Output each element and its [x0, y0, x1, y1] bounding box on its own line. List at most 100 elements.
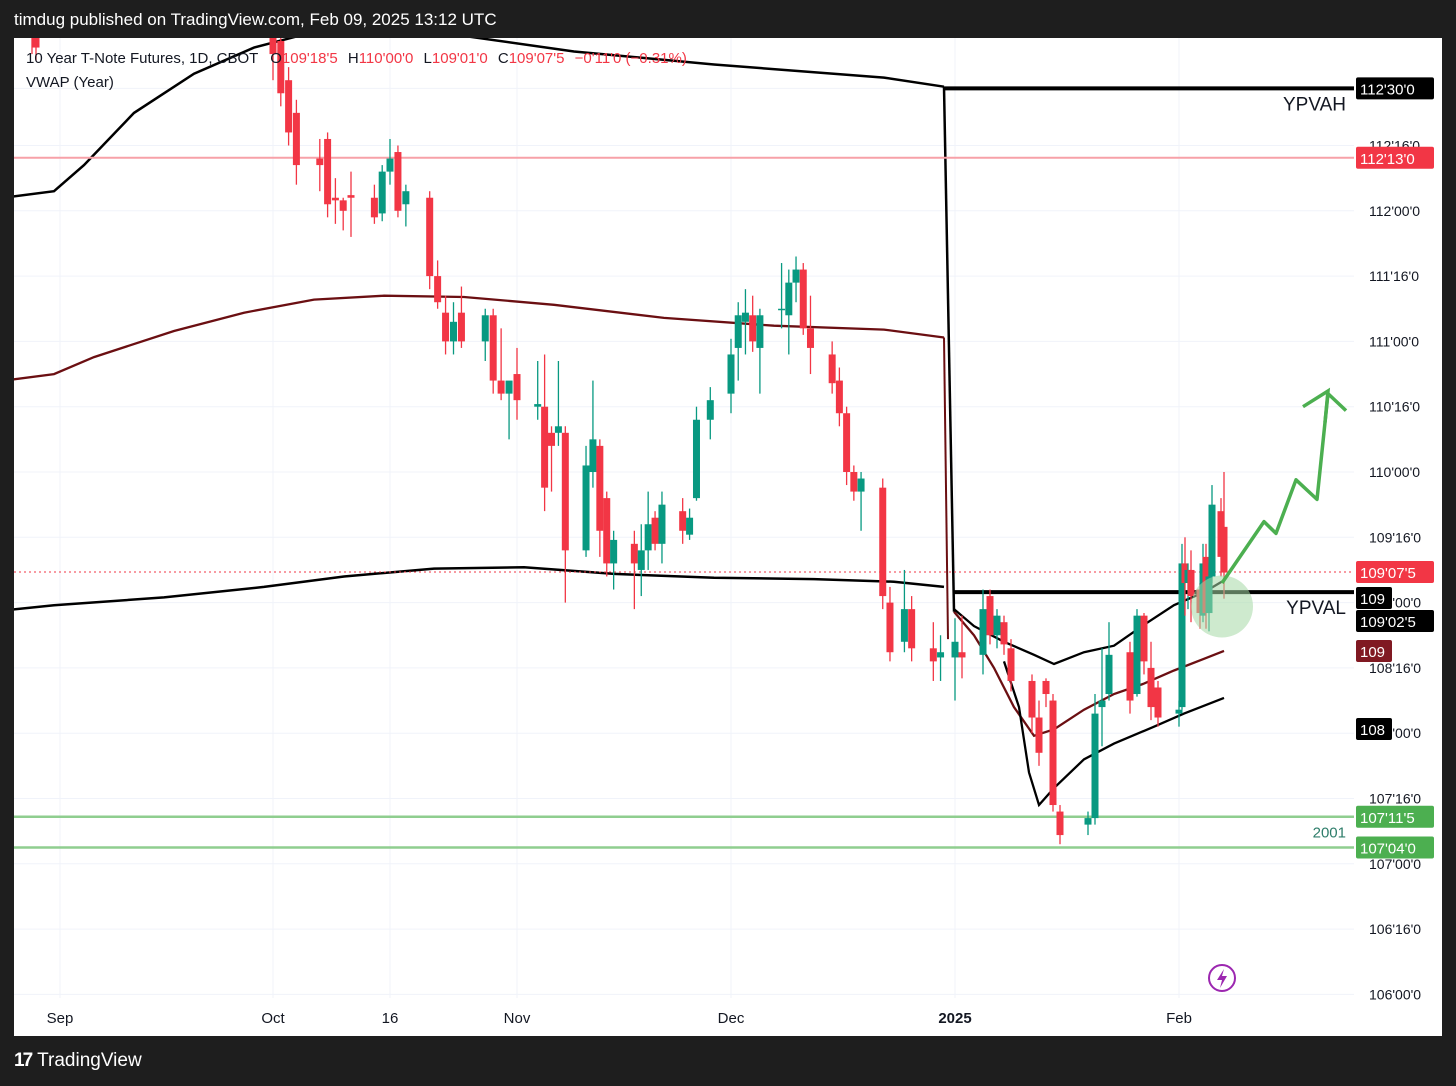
price-label-bg [1356, 718, 1392, 740]
candle [679, 498, 687, 544]
candle-body [292, 112, 300, 166]
candle [937, 635, 945, 681]
candle-body [1147, 667, 1155, 708]
legend-h-label: H [347, 50, 359, 67]
price-chart[interactable]: 112'30'0112'16'0112'00'0111'16'0111'00'0… [14, 38, 1442, 1036]
candle [378, 165, 386, 222]
ypvah-drop-line [942, 86, 956, 612]
candle [386, 138, 394, 185]
candle-body [603, 498, 611, 564]
candle-body [1178, 563, 1186, 708]
candle [749, 295, 757, 352]
candle-body [835, 380, 843, 414]
candle [1133, 609, 1141, 697]
candle-body [706, 400, 714, 420]
price-label: 109 [1356, 640, 1392, 662]
candle-body [277, 41, 285, 94]
candle-body [1049, 700, 1057, 806]
candle-body [644, 524, 652, 551]
candle-body [324, 138, 332, 205]
candle [1126, 641, 1134, 714]
x-tick-label: Feb [1166, 1010, 1192, 1027]
candle [285, 67, 293, 146]
level-label-2001: 2001 [1313, 824, 1346, 841]
candle-body [434, 276, 442, 303]
candle [886, 586, 894, 662]
candle-body [778, 308, 786, 311]
price-label-bg [1356, 836, 1434, 859]
candle [857, 472, 865, 531]
candle-body [886, 602, 894, 653]
candle-body [589, 439, 597, 472]
candle [958, 615, 966, 679]
candle [481, 308, 489, 361]
candle [434, 260, 442, 309]
tradingview-logo[interactable]: 17 TradingView [14, 1050, 142, 1072]
candle-body [756, 315, 764, 348]
lightning-icon[interactable] [1208, 964, 1236, 992]
lightning-bolt [1217, 969, 1227, 988]
candle-body [426, 197, 434, 277]
legend-indicator[interactable]: VWAP (Year) [26, 74, 114, 91]
candle-body [32, 38, 40, 48]
candle-body [929, 648, 937, 662]
candle [1084, 811, 1092, 836]
candle [734, 302, 742, 381]
lightning-circle [1208, 964, 1236, 992]
candle [596, 439, 604, 557]
price-label-bg [1356, 77, 1434, 100]
candle [644, 491, 652, 570]
candle-body [1154, 687, 1162, 718]
price-label-bg [1356, 805, 1434, 828]
candle-body [386, 158, 394, 172]
candle [986, 589, 994, 645]
y-tick-label: 110'16'0 [1369, 399, 1420, 415]
legend-l-value: 109'01'0 [431, 50, 488, 67]
tradingview-brand: TradingView [37, 1050, 142, 1071]
candle [951, 618, 959, 701]
candle-body [1056, 811, 1064, 836]
candle [324, 132, 332, 218]
candle [292, 99, 300, 185]
x-tick-label: Nov [504, 1010, 531, 1027]
candle-body [686, 517, 694, 535]
candle-body [596, 445, 604, 531]
candle-body [692, 419, 700, 499]
candle-body [513, 374, 521, 401]
forecast-arrow [1220, 391, 1348, 584]
candle-body [610, 539, 618, 564]
candle [785, 269, 793, 355]
vwap-drop-line [943, 337, 949, 640]
level-label-ypval: YPVAL [1286, 598, 1346, 619]
candle [32, 38, 40, 61]
chart-area[interactable]: 112'30'0112'16'0112'00'0111'16'0111'00'0… [14, 38, 1442, 1036]
candle [1035, 700, 1043, 766]
publish-text: timdug published on TradingView.com, Feb… [14, 10, 497, 29]
candle [835, 367, 843, 427]
price-label-text: 112'30'0 [1360, 81, 1415, 98]
legend-symbol: 10 Year T-Note Futures, 1D, CBOT [26, 50, 259, 67]
candle [1007, 639, 1015, 692]
candle-body [505, 380, 513, 394]
candle [1208, 485, 1216, 584]
candle [394, 145, 402, 218]
candle-body [951, 641, 959, 658]
price-label: 107'11'5 [1356, 805, 1434, 828]
x-tick-label: Dec [718, 1010, 745, 1027]
candle-body [879, 487, 887, 597]
candle-body [637, 550, 645, 570]
y-axis: 112'30'0112'16'0112'00'0111'16'0111'00'0… [1369, 80, 1421, 1002]
y-tick-label: 106'16'0 [1369, 921, 1421, 937]
candle-body [1133, 615, 1141, 695]
candle-body [489, 315, 497, 381]
candle-body [316, 158, 324, 166]
candle [582, 445, 590, 557]
candle [541, 354, 549, 512]
candle [1028, 674, 1036, 734]
candle [316, 138, 324, 192]
candle [269, 38, 277, 81]
price-label-text: 108 [1360, 722, 1385, 739]
legend-l-label: L [423, 50, 432, 67]
candle-body [534, 404, 542, 407]
vwap-ytd-lower-black [1002, 661, 1225, 808]
